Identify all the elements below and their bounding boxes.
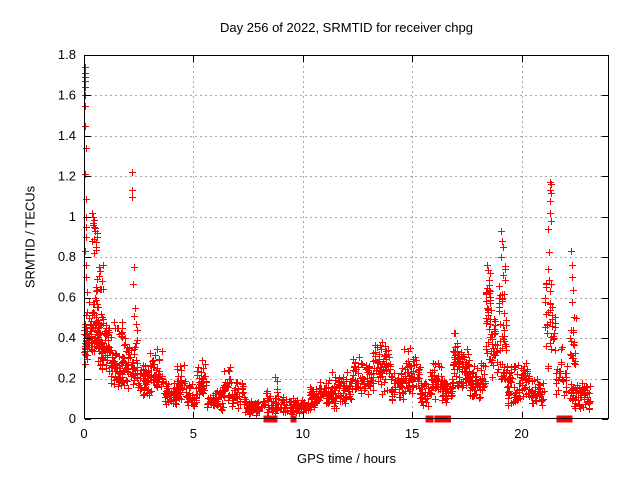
y-tick-label: 1.4: [58, 128, 76, 143]
y-tick-label: 0: [69, 411, 76, 426]
y-tick-label: 1.6: [58, 87, 76, 102]
x-tick-label: 20: [514, 426, 528, 441]
chart-title: Day 256 of 2022, SRMTID for receiver chp…: [220, 20, 473, 35]
x-tick-label: 10: [296, 426, 310, 441]
grid-lines: [85, 56, 608, 418]
scatter-points: [81, 64, 594, 419]
x-tick-label: 15: [405, 426, 419, 441]
y-axis-label: SRMTID / TECUs: [22, 185, 38, 289]
plot-border: [84, 55, 609, 419]
x-axis-label: GPS time / hours: [297, 451, 396, 466]
axis-ticks: [84, 55, 608, 420]
y-tick-label: 0.4: [58, 330, 76, 345]
x-tick-label: 0: [80, 426, 87, 441]
y-tick-label: 1.8: [58, 47, 76, 62]
x-tick-label: 5: [190, 426, 197, 441]
y-tick-label: 1: [69, 209, 76, 224]
tick-labels: 0 5 10 15 20 0 0.2 0.4 0.6 0.8 1 1.2 1.4 1.6 1.8: [58, 47, 529, 441]
y-tick-label: 0.2: [58, 371, 76, 386]
y-tick-label: 1.2: [58, 168, 76, 183]
y-tick-label: 0.8: [58, 249, 76, 264]
y-tick-label: 0.6: [58, 290, 76, 305]
